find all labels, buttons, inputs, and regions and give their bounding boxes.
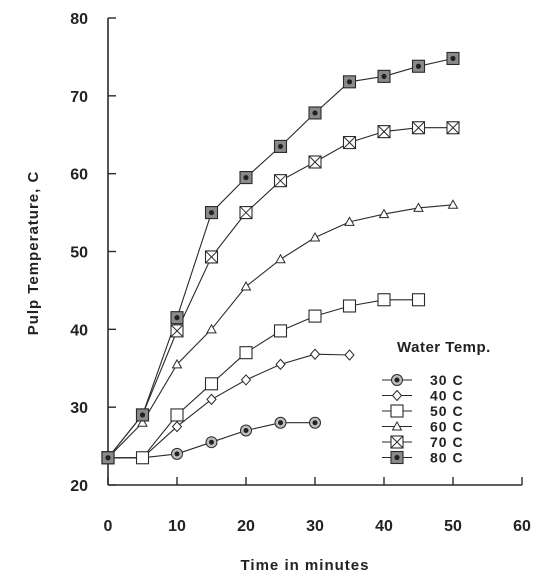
data-point-50c — [170, 408, 184, 422]
data-point-50c — [239, 346, 253, 360]
legend-label-30c: 30 C — [430, 372, 464, 388]
y-tick-label: 60 — [70, 167, 88, 184]
data-point-70c — [170, 324, 184, 338]
data-point-60c — [275, 253, 286, 264]
legend-marker-70c — [390, 435, 404, 449]
data-point-30c — [274, 416, 287, 429]
x-tick-label: 60 — [513, 518, 531, 535]
data-point-40c — [240, 374, 252, 386]
data-point-60c — [206, 323, 217, 334]
legend: Water Temp. 30 C40 C50 C60 C70 C80 C — [382, 339, 491, 466]
data-point-70c — [204, 250, 219, 264]
y-tick-label: 80 — [70, 11, 88, 28]
legend-item-40c: 40 C — [382, 388, 464, 404]
legend-item-30c: 30 C — [382, 372, 464, 388]
data-point-80c — [377, 69, 391, 83]
legend-label-50c: 50 C — [430, 403, 464, 419]
legend-label-60c: 60 C — [430, 419, 464, 435]
data-point-40c — [171, 420, 183, 433]
data-point-80c — [239, 171, 253, 185]
data-point-30c — [309, 416, 321, 429]
legend-title: Water Temp. — [397, 339, 491, 356]
data-point-70c — [342, 135, 357, 150]
data-point-70c — [446, 121, 460, 135]
y-tick-label: 50 — [70, 245, 88, 262]
chart-axes: 0 10 20 30 40 50 60 20 30 40 50 60 70 80 — [70, 11, 531, 535]
legend-item-80c: 80 C — [382, 450, 464, 466]
legend-item-60c: 60 C — [382, 419, 464, 435]
data-point-50c — [377, 293, 391, 307]
data-point-50c — [273, 324, 288, 338]
x-tick-label: 40 — [375, 518, 393, 535]
data-point-60c — [171, 358, 183, 369]
series-line-50c — [108, 299, 419, 459]
data-point-50c — [204, 377, 219, 391]
data-point-40c — [309, 348, 321, 360]
legend-item-50c: 50 C — [382, 403, 464, 419]
legend-label-70c: 70 C — [430, 434, 464, 450]
legend-marker-60c — [391, 420, 403, 431]
data-point-30c — [205, 436, 218, 449]
legend-label-80c: 80 C — [430, 450, 464, 466]
x-axis-label: Time in minutes — [241, 557, 370, 574]
data-point-50c — [411, 293, 426, 307]
data-point-50c — [135, 451, 150, 465]
data-point-80c — [135, 408, 150, 422]
legend-label-40c: 40 C — [430, 388, 464, 404]
data-point-70c — [411, 121, 426, 135]
legend-marker-40c — [391, 389, 403, 402]
series-line-40c — [108, 353, 350, 459]
y-tick-label: 30 — [70, 400, 88, 417]
data-point-80c — [308, 106, 322, 120]
series-markers — [101, 51, 460, 465]
data-point-30c — [240, 424, 252, 437]
legend-marker-30c — [391, 374, 403, 386]
x-tick-label: 20 — [237, 518, 255, 535]
data-point-30c — [171, 447, 183, 460]
x-tick-label: 50 — [444, 518, 462, 535]
legend-marker-50c — [390, 404, 404, 418]
y-axis-label: Pulp Temperature, C — [25, 171, 42, 336]
data-point-60c — [378, 208, 390, 219]
data-point-80c — [101, 451, 115, 465]
legend-marker-80c — [390, 450, 404, 465]
data-point-40c — [344, 349, 355, 361]
x-tick-label: 30 — [306, 518, 324, 535]
data-point-80c — [411, 59, 426, 73]
data-point-40c — [206, 393, 217, 406]
data-point-50c — [342, 299, 357, 313]
data-point-70c — [239, 206, 253, 220]
x-tick-label: 10 — [168, 518, 186, 535]
data-point-80c — [342, 75, 357, 89]
data-point-80c — [170, 311, 184, 325]
data-point-70c — [273, 174, 288, 188]
data-point-80c — [273, 139, 288, 153]
data-point-70c — [377, 125, 391, 139]
data-point-50c — [308, 309, 322, 323]
data-point-60c — [137, 417, 148, 427]
y-tick-label: 70 — [70, 89, 88, 106]
x-tick-label: 0 — [104, 518, 113, 535]
data-point-60c — [447, 199, 459, 209]
data-point-60c — [309, 231, 321, 242]
data-point-80c — [204, 206, 219, 220]
data-point-60c — [240, 281, 252, 291]
data-point-40c — [275, 358, 286, 371]
data-point-60c — [344, 216, 355, 226]
y-tick-label: 40 — [70, 322, 88, 339]
data-point-80c — [446, 51, 460, 66]
legend-item-70c: 70 C — [382, 434, 464, 450]
data-point-60c — [413, 202, 424, 212]
y-tick-label: 20 — [70, 478, 88, 495]
data-point-70c — [308, 155, 322, 169]
